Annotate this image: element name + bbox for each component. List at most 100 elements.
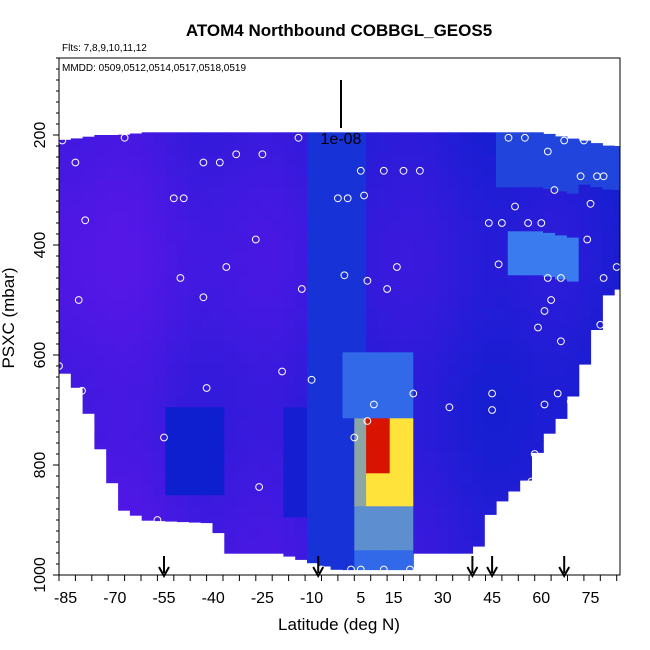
field-cell xyxy=(389,319,403,331)
field-cell xyxy=(389,341,403,353)
field-cell xyxy=(590,198,603,210)
field-cell xyxy=(129,474,143,487)
field-cell xyxy=(153,242,166,254)
field-cell xyxy=(307,407,320,419)
field-cell xyxy=(236,341,249,353)
field-cell xyxy=(531,187,544,199)
field-cell xyxy=(366,418,379,430)
field-cell xyxy=(330,484,343,496)
field-cell xyxy=(224,462,237,474)
field-cell xyxy=(153,220,166,232)
field-cell xyxy=(236,517,249,529)
sample-point xyxy=(74,296,83,304)
field-cell xyxy=(259,385,273,397)
field-cell xyxy=(259,176,273,188)
field-cell xyxy=(188,495,202,507)
field-cell xyxy=(566,336,580,349)
field-cell xyxy=(259,264,273,276)
field-cell xyxy=(307,165,320,177)
field-cell xyxy=(566,369,580,382)
field-cell xyxy=(425,231,438,243)
field-cell xyxy=(389,506,403,518)
x-tick-label: 15 xyxy=(385,590,403,607)
field-cell xyxy=(401,297,414,309)
field-cell xyxy=(377,418,391,430)
field-cell xyxy=(224,539,237,551)
field-cell xyxy=(82,246,95,259)
field-cell xyxy=(200,220,214,232)
field-cell xyxy=(129,166,143,179)
field-cell xyxy=(224,154,237,166)
field-cell xyxy=(188,429,202,441)
field-cell xyxy=(519,308,532,320)
field-cell xyxy=(283,484,296,496)
sample-point xyxy=(530,450,539,458)
field-cell xyxy=(543,375,556,388)
field-cell xyxy=(543,221,556,234)
field-cell xyxy=(460,308,473,320)
field-cell xyxy=(153,308,166,320)
field-cell xyxy=(200,429,214,441)
field-cell xyxy=(212,462,225,474)
field-cell xyxy=(330,308,343,320)
field-cell xyxy=(283,363,296,375)
field-cell xyxy=(448,385,462,397)
field-cell xyxy=(330,539,343,551)
field-cell xyxy=(354,374,367,386)
field-cell xyxy=(307,143,320,155)
field-cell xyxy=(413,176,426,188)
field-cell xyxy=(118,266,131,279)
field-cell xyxy=(436,231,450,243)
field-cell xyxy=(129,320,143,333)
field-cell xyxy=(578,250,592,263)
x-tick-label: 60 xyxy=(532,590,550,607)
field-cell xyxy=(318,550,332,562)
field-cell xyxy=(200,363,214,375)
field-cell xyxy=(614,223,620,235)
field-cell xyxy=(472,418,485,430)
field-cell xyxy=(436,220,450,232)
field-cell xyxy=(460,528,473,540)
field-cell xyxy=(484,275,497,287)
field-cell xyxy=(141,385,155,397)
field-cell xyxy=(413,330,426,342)
field-cell xyxy=(200,418,214,430)
field-cell xyxy=(472,275,485,287)
field-cell xyxy=(519,429,532,441)
field-cell xyxy=(141,176,155,188)
field-cell xyxy=(307,495,320,507)
field-cell xyxy=(212,231,225,243)
field-cell xyxy=(519,352,532,364)
field-cell xyxy=(377,286,391,298)
field-cell xyxy=(354,462,367,474)
field-cell xyxy=(342,286,355,298)
field-cell xyxy=(59,161,72,174)
flight-marker-head xyxy=(486,566,498,579)
field-cell xyxy=(342,308,355,320)
field-cell xyxy=(578,239,592,252)
field-cell xyxy=(59,271,72,284)
field-cell xyxy=(212,209,225,221)
field-cell xyxy=(401,374,414,386)
sample-point xyxy=(179,194,188,203)
field-cell xyxy=(330,385,343,397)
field-cell xyxy=(70,215,84,227)
field-cell xyxy=(543,353,556,366)
field-cell xyxy=(401,484,414,496)
field-cell xyxy=(318,143,332,155)
field-cell xyxy=(236,473,249,485)
field-cell xyxy=(283,451,296,463)
field-cell xyxy=(578,195,592,208)
field-cell xyxy=(448,297,462,309)
field-cell xyxy=(248,517,261,529)
field-cell xyxy=(94,333,107,345)
field-cell xyxy=(366,209,379,221)
field-cell xyxy=(141,209,155,221)
field-cell xyxy=(118,167,131,180)
field-cell xyxy=(82,180,95,193)
sample-point xyxy=(278,367,287,376)
field-cell xyxy=(496,264,509,276)
field-cell xyxy=(366,429,379,441)
field-cell xyxy=(484,154,497,166)
field-cell xyxy=(59,304,72,317)
